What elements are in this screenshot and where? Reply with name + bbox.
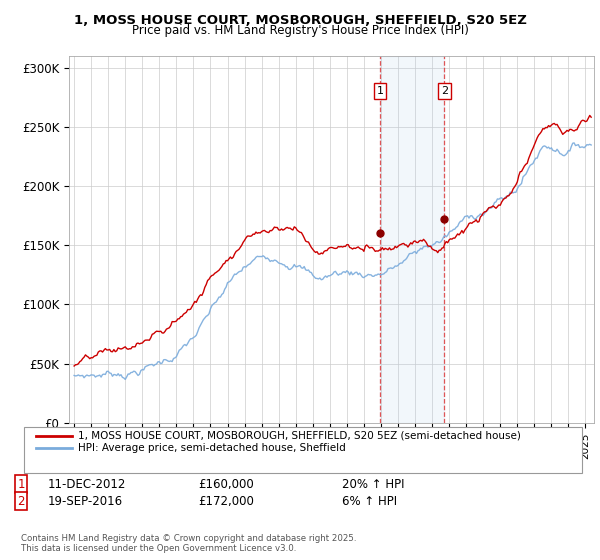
Text: Contains HM Land Registry data © Crown copyright and database right 2025.
This d: Contains HM Land Registry data © Crown c… (21, 534, 356, 553)
Bar (380, 56, 445, 423)
Text: 2: 2 (17, 494, 25, 508)
Text: 1, MOSS HOUSE COURT, MOSBOROUGH, SHEFFIELD, S20 5EZ (semi-detached house): 1, MOSS HOUSE COURT, MOSBOROUGH, SHEFFIE… (78, 431, 521, 441)
Text: 1: 1 (377, 86, 383, 96)
Text: HPI: Average price, semi-detached house, Sheffield: HPI: Average price, semi-detached house,… (78, 443, 346, 453)
Text: 20% ↑ HPI: 20% ↑ HPI (342, 478, 404, 491)
Text: 1: 1 (17, 478, 25, 491)
Text: 19-SEP-2016: 19-SEP-2016 (48, 494, 123, 508)
Text: £172,000: £172,000 (198, 494, 254, 508)
Text: 6% ↑ HPI: 6% ↑ HPI (342, 494, 397, 508)
Text: 1, MOSS HOUSE COURT, MOSBOROUGH, SHEFFIELD, S20 5EZ: 1, MOSS HOUSE COURT, MOSBOROUGH, SHEFFIE… (74, 14, 526, 27)
Text: £160,000: £160,000 (198, 478, 254, 491)
Text: 2: 2 (441, 86, 448, 96)
Text: 11-DEC-2012: 11-DEC-2012 (48, 478, 127, 491)
Text: Price paid vs. HM Land Registry's House Price Index (HPI): Price paid vs. HM Land Registry's House … (131, 24, 469, 37)
